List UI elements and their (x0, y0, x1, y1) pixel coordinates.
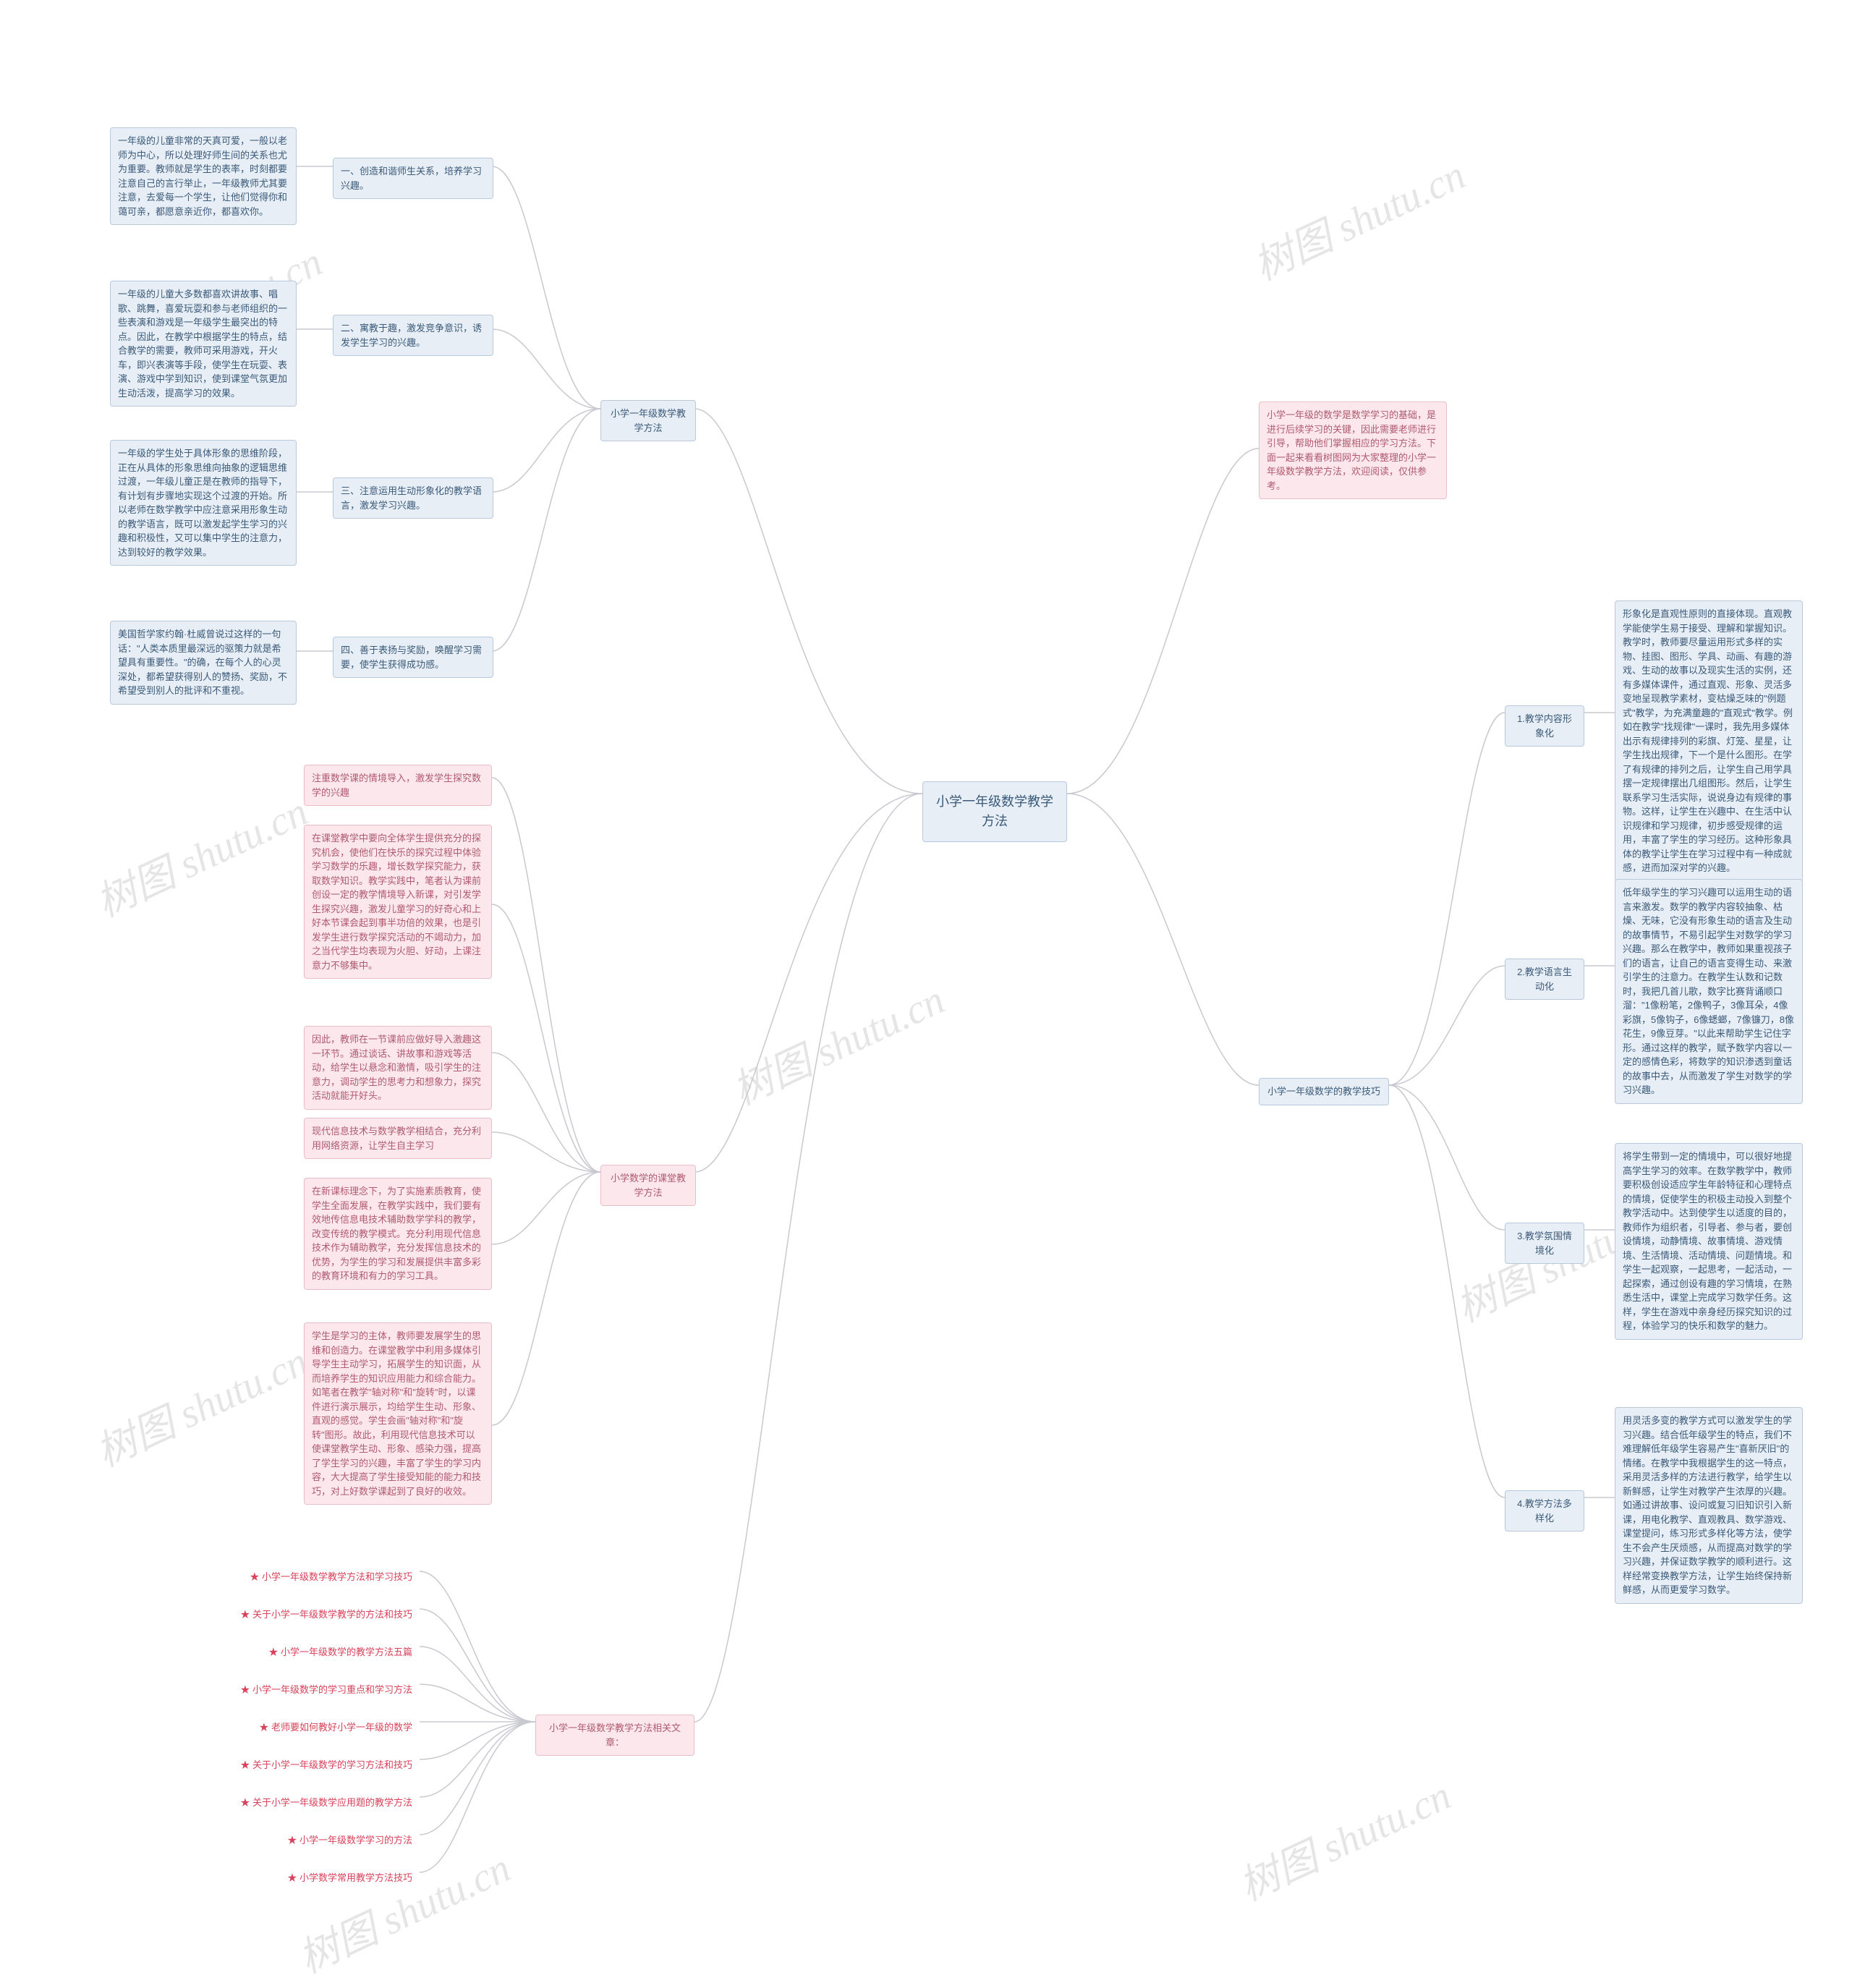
r-child-4[interactable]: 4.教学方法多样化 (1505, 1490, 1584, 1532)
related-link-8[interactable]: ★ 小学一年级数学学习的方法 (188, 1827, 420, 1853)
b1-detail-4: 美国哲学家约翰·杜威曾说过这样的一句话："人类本质里最深远的驱策力就是希望具有重… (110, 621, 297, 705)
watermark: 树图 shutu.cn (1243, 143, 1474, 292)
b2-child-2: 在课堂教学中要向全体学生提供充分的探究机会，使他们在快乐的探究过程中体验学习数学… (304, 825, 492, 979)
b2-child-4: 现代信息技术与数学教学相结合，充分利用网络资源，让学生自主学习 (304, 1118, 492, 1159)
watermark: 树图 shutu.cn (722, 967, 953, 1116)
branch-classroom-methods[interactable]: 小学数学的课堂教学方法 (600, 1165, 696, 1206)
r-detail-2: 低年级学生的学习兴趣可以运用生动的语言来激发。数学的教学内容较抽象、枯燥、无味，… (1615, 879, 1803, 1104)
b2-child-3: 因此，教师在一节课前应做好导入激趣这一环节。通过谈话、讲故事和游戏等活动，给学生… (304, 1026, 492, 1110)
b1-child-2[interactable]: 二、寓教于趣，激发竞争意识，诱发学生学习的兴趣。 (333, 315, 493, 356)
b1-detail-3: 一年级的学生处于具体形象的思维阶段，正在从具体的形象思维向抽象的逻辑思维过渡，一… (110, 440, 297, 566)
b2-child-6: 学生是学习的主体，教师要发展学生的思维和创造力。在课堂教学中利用多媒体引导学生主… (304, 1322, 492, 1505)
related-link-5[interactable]: ★ 老师要如何教好小学一年级的数学 (188, 1715, 420, 1741)
r-child-1[interactable]: 1.教学内容形象化 (1505, 705, 1584, 747)
watermark: 树图 shutu.cn (85, 779, 316, 928)
r-detail-3: 将学生带到一定的情境中，可以很好地提高学生学习的效率。在数学教学中，教师要积极创… (1615, 1143, 1803, 1340)
b1-child-3[interactable]: 三、注意运用生动形象化的教学语言，激发学习兴趣。 (333, 477, 493, 519)
b1-child-4[interactable]: 四、善于表扬与奖励，唤醒学习需要，使学生获得成功感。 (333, 637, 493, 678)
r-child-3[interactable]: 3.教学氛围情境化 (1505, 1223, 1584, 1264)
r-child-2[interactable]: 2.教学语言生动化 (1505, 959, 1584, 1000)
branch-related-articles[interactable]: 小学一年级数学教学方法相关文章： (535, 1715, 694, 1756)
b2-child-1: 注重数学课的情境导入，激发学生探究数学的兴趣 (304, 765, 492, 806)
related-link-2[interactable]: ★ 关于小学一年级数学教学的方法和技巧 (188, 1602, 420, 1628)
related-link-7[interactable]: ★ 关于小学一年级数学应用题的教学方法 (188, 1790, 420, 1816)
branch-teaching-skills[interactable]: 小学一年级数学的教学技巧 (1259, 1078, 1389, 1105)
branch-teaching-methods[interactable]: 小学一年级数学教学方法 (600, 400, 696, 441)
watermark: 树图 shutu.cn (288, 1835, 519, 1984)
b1-child-1[interactable]: 一、创造和谐师生关系，培养学习兴趣。 (333, 158, 493, 199)
b2-child-5: 在新课标理念下，为了实施素质教育，使学生全面发展，在教学实践中，我们要有效地传信… (304, 1178, 492, 1290)
related-link-9[interactable]: ★ 小学数学常用教学方法技巧 (188, 1865, 420, 1891)
r-detail-1: 形象化是直观性原则的直接体现。直观教学能使学生易于接受、理解和掌握知识。教学时，… (1615, 600, 1803, 882)
intro-node: 小学一年级的数学是数学学习的基础，是进行后续学习的关键，因此需要老师进行引导，帮… (1259, 402, 1447, 499)
related-link-1[interactable]: ★ 小学一年级数学教学方法和学习技巧 (188, 1564, 420, 1590)
b1-detail-2: 一年级的儿童大多数都喜欢讲故事、唱歌、跳舞，喜爱玩耍和参与老师组织的一些表演和游… (110, 281, 297, 407)
r-detail-4: 用灵活多变的教学方式可以激发学生的学习兴趣。结合低年级学生的特点，我们不难理解低… (1615, 1407, 1803, 1604)
watermark: 树图 shutu.cn (85, 1329, 316, 1478)
related-link-3[interactable]: ★ 小学一年级数学的教学方法五篇 (188, 1639, 420, 1665)
related-link-4[interactable]: ★ 小学一年级数学的学习重点和学习方法 (188, 1677, 420, 1703)
watermark: 树图 shutu.cn (1228, 1763, 1459, 1912)
b1-detail-1: 一年级的儿童非常的天真可爱，一般以老师为中心，所以处理好师生间的关系也尤为重要。… (110, 127, 297, 225)
related-link-6[interactable]: ★ 关于小学一年级数学的学习方法和技巧 (188, 1752, 420, 1778)
mindmap-center[interactable]: 小学一年级数学教学方法 (922, 781, 1067, 842)
